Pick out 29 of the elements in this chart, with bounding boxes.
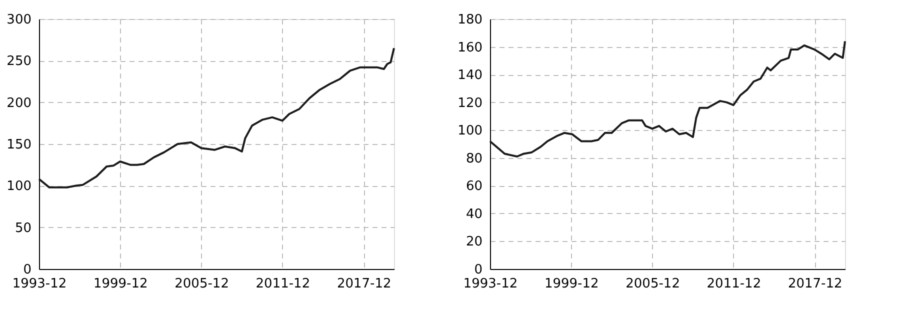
x-tick-label: 2017-12 <box>788 276 842 292</box>
y-tick-label: 200 <box>6 96 32 111</box>
y-tick-label: 40 <box>466 206 482 222</box>
x-tick-label: 2005-12 <box>626 276 680 292</box>
y-tick-label: 250 <box>6 54 32 70</box>
y-tick-label: 20 <box>466 234 482 250</box>
y-tick-label: 120 <box>458 96 482 111</box>
y-tick-label: 150 <box>6 138 32 152</box>
x-tick-label: 2011-12 <box>706 276 762 292</box>
y-tick-label: 100 <box>6 179 32 194</box>
y-tick-label: 300 <box>6 12 32 28</box>
y-tick-label: 140 <box>458 68 482 84</box>
line-series <box>489 40 846 158</box>
x-tick-label: 1999-12 <box>93 276 148 292</box>
y-tick-label: 80 <box>466 151 482 166</box>
x-tick-label: 1993-12 <box>463 276 518 292</box>
x-tick-label: 2005-12 <box>174 276 229 292</box>
x-tick-label: 2017-12 <box>336 276 392 292</box>
y-tick-label: 0 <box>23 262 32 278</box>
y-tick-label: 180 <box>458 12 482 28</box>
y-tick-label: 60 <box>466 179 482 194</box>
x-tick-label: 1999-12 <box>544 276 599 292</box>
y-tick-label: 160 <box>458 40 482 56</box>
line-series <box>38 47 395 188</box>
y-tick-label: 0 <box>474 262 482 278</box>
x-tick-label: 1993-12 <box>12 276 67 292</box>
x-tick-label: 2011-12 <box>256 276 310 292</box>
y-tick-label: 100 <box>458 124 482 139</box>
y-tick-label: 50 <box>14 220 32 236</box>
